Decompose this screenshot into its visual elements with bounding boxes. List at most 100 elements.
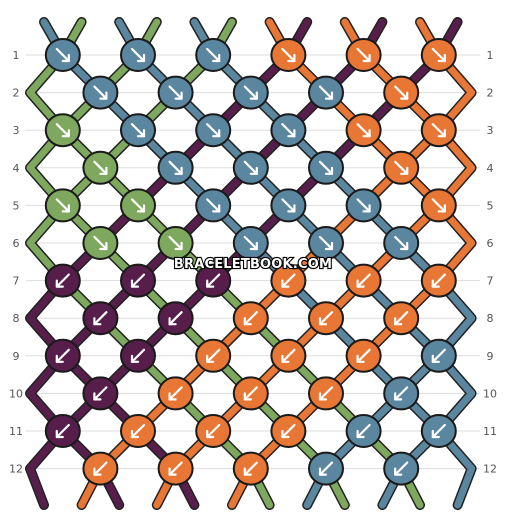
knot: [44, 38, 81, 72]
arrow-down-left-icon: [356, 348, 371, 363]
arrow-head: [362, 53, 371, 63]
arrow-head: [130, 429, 140, 439]
knot: [383, 376, 420, 411]
arrow-shaft: [318, 85, 334, 100]
arrow-down-left-icon: [93, 311, 108, 326]
arrow-shaft: [55, 348, 70, 363]
arrow-down-right-icon: [243, 85, 258, 100]
arrow-shaft: [281, 423, 296, 439]
arrow-head: [206, 279, 215, 288]
arrow-shaft: [431, 123, 446, 138]
knot: [345, 263, 382, 298]
knot: [195, 338, 232, 373]
knot: [82, 451, 119, 486]
arrow-head: [324, 241, 334, 251]
arrow-shaft: [206, 47, 221, 63]
row-label-left: 12: [9, 463, 23, 476]
knot: [420, 263, 457, 298]
arrow-shaft: [206, 273, 221, 288]
row-label-right: 1: [487, 49, 494, 62]
row-label-right: 6: [487, 237, 494, 250]
knot: [157, 301, 194, 336]
row-label-left: 3: [13, 124, 20, 137]
knot: [120, 38, 156, 72]
arrow-shaft: [431, 348, 446, 363]
knot: [44, 338, 81, 373]
arrow-down-right-icon: [55, 47, 70, 63]
arrow-shaft: [318, 386, 334, 401]
knot: [195, 263, 232, 298]
knot: [308, 451, 344, 486]
arrow-head: [55, 354, 64, 363]
arrow-down-left-icon: [93, 386, 108, 401]
bottom-string-label: C: [78, 512, 84, 522]
arrow-down-right-icon: [281, 123, 296, 138]
row-label-right: 7: [487, 275, 494, 288]
knot: [308, 301, 344, 336]
arrow-shaft: [243, 386, 258, 401]
arrow-shaft: [243, 235, 258, 251]
arrow-down-right-icon: [168, 160, 183, 175]
top-string-label: D: [454, 8, 461, 18]
knot: [82, 75, 119, 110]
arrow-shaft: [55, 47, 70, 63]
arrow-head: [318, 467, 328, 476]
arrow-head: [249, 241, 258, 251]
knot: [308, 376, 344, 411]
arrow-down-left-icon: [168, 386, 183, 401]
top-string-label: D: [304, 8, 311, 18]
arrow-down-right-icon: [394, 85, 409, 100]
arrow-down-left-icon: [356, 423, 371, 439]
knot: [270, 338, 307, 373]
top-string-label: C: [342, 8, 348, 18]
arrow-shaft: [318, 461, 334, 476]
arrow-down-left-icon: [243, 311, 258, 326]
knot: [308, 150, 344, 185]
arrow-down-right-icon: [394, 160, 409, 175]
arrow-shaft: [394, 386, 409, 401]
arrow-down-right-icon: [318, 85, 334, 100]
knot: [120, 188, 156, 223]
arrow-shaft: [281, 123, 296, 138]
arrow-shaft: [168, 386, 183, 401]
arrow-shaft: [394, 235, 409, 251]
arrow-head: [437, 204, 446, 213]
arrow-down-right-icon: [206, 47, 221, 63]
arrow-shaft: [281, 273, 296, 288]
bottom-string-label: B: [267, 512, 273, 522]
arrow-down-left-icon: [318, 461, 334, 476]
arrow-shaft: [168, 160, 183, 175]
arrow-shaft: [206, 348, 221, 363]
arrow-head: [130, 354, 140, 363]
arrow-head: [249, 166, 258, 175]
arrow-shaft: [394, 311, 409, 326]
knot: [157, 75, 194, 110]
arrow-down-left-icon: [130, 423, 146, 439]
arrow-shaft: [93, 235, 108, 251]
arrow-head: [168, 392, 177, 401]
arrow-head: [394, 392, 403, 401]
top-string-label: A: [191, 8, 198, 18]
knot: [232, 150, 269, 185]
knot: [232, 226, 269, 260]
bottom-string-label: D: [191, 512, 198, 522]
row-label-right: 3: [487, 124, 494, 137]
arrow-shaft: [318, 311, 334, 326]
arrow-down-right-icon: [318, 160, 334, 175]
knot: [44, 263, 81, 298]
knot: [308, 75, 344, 110]
arrow-shaft: [168, 235, 183, 251]
arrow-down-right-icon: [93, 235, 108, 251]
arrow-head: [281, 429, 290, 439]
arrow-down-right-icon: [55, 198, 70, 213]
row-label-right: 12: [483, 463, 497, 476]
arrow-head: [136, 204, 146, 213]
arrow-down-right-icon: [431, 198, 446, 213]
knot: [420, 38, 457, 72]
row-label-right: 8: [487, 312, 494, 325]
arrow-down-right-icon: [130, 123, 146, 138]
arrow-down-left-icon: [93, 461, 108, 476]
knot: [420, 113, 457, 148]
arrow-down-right-icon: [394, 235, 409, 251]
